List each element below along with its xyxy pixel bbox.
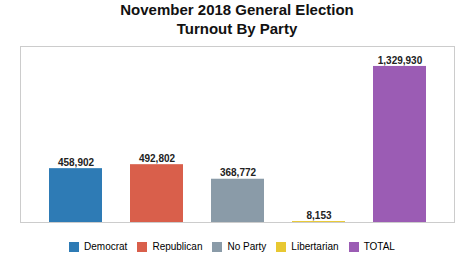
- html-text:Democrat: Democrat: [84, 241, 128, 252]
- svg-text:1,329,930: 1,329,930: [378, 55, 423, 66]
- svg-text:368,772: 368,772: [220, 167, 257, 178]
- html-text:Libertarian: Libertarian: [291, 241, 339, 252]
- html-text:Turnout By Party: Turnout By Party: [176, 20, 298, 37]
- html-text:Republican: Republican: [152, 241, 203, 252]
- html-text:No Party: No Party: [227, 241, 267, 252]
- svg-text:492,802: 492,802: [139, 153, 176, 164]
- html-text:TOTAL: TOTAL: [363, 241, 395, 252]
- svg-text:458,902: 458,902: [58, 157, 95, 168]
- html-text:November 2018 General Election: November 2018 General Election: [120, 1, 354, 18]
- svg-text:8,153: 8,153: [306, 210, 331, 221]
